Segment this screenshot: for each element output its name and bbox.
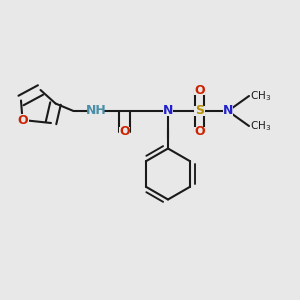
Text: CH$_3$: CH$_3$: [250, 89, 272, 103]
Text: O: O: [119, 125, 130, 139]
FancyBboxPatch shape: [194, 85, 205, 95]
FancyBboxPatch shape: [88, 105, 104, 117]
Text: CH$_3$: CH$_3$: [250, 119, 272, 133]
Text: S: S: [195, 104, 204, 118]
Text: N: N: [163, 104, 173, 118]
Text: N: N: [223, 104, 233, 118]
FancyBboxPatch shape: [16, 114, 28, 126]
Text: O: O: [194, 125, 205, 139]
FancyBboxPatch shape: [223, 106, 233, 116]
FancyBboxPatch shape: [194, 106, 205, 116]
Text: O: O: [17, 113, 28, 127]
Text: O: O: [194, 83, 205, 97]
FancyBboxPatch shape: [163, 106, 173, 116]
FancyBboxPatch shape: [194, 127, 205, 137]
Text: NH: NH: [85, 104, 106, 118]
FancyBboxPatch shape: [119, 127, 130, 137]
